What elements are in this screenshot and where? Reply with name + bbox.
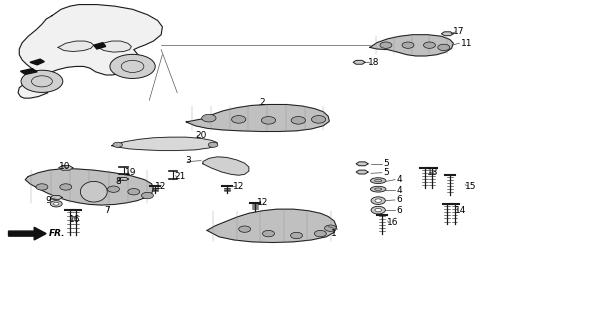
Circle shape <box>113 142 122 147</box>
Circle shape <box>50 201 62 207</box>
Text: 8: 8 <box>116 177 122 186</box>
Text: 6: 6 <box>396 196 402 204</box>
Polygon shape <box>50 196 62 199</box>
Text: 16: 16 <box>69 215 81 224</box>
Polygon shape <box>59 166 73 170</box>
Text: 4: 4 <box>396 186 402 195</box>
Polygon shape <box>8 227 46 240</box>
Polygon shape <box>18 4 162 98</box>
Polygon shape <box>356 162 368 166</box>
Text: 6: 6 <box>396 206 402 215</box>
Circle shape <box>291 232 302 239</box>
Ellipse shape <box>370 178 386 183</box>
Text: 21: 21 <box>174 172 186 181</box>
Polygon shape <box>94 43 106 49</box>
Text: 16: 16 <box>386 218 398 227</box>
Text: 12: 12 <box>233 181 244 190</box>
Polygon shape <box>353 60 365 64</box>
Text: 15: 15 <box>465 181 477 190</box>
Polygon shape <box>441 32 453 36</box>
Text: 3: 3 <box>185 156 190 165</box>
Circle shape <box>60 184 72 190</box>
Circle shape <box>110 54 155 78</box>
Text: 11: 11 <box>461 39 472 48</box>
Text: 18: 18 <box>367 59 379 68</box>
Polygon shape <box>356 170 368 174</box>
Circle shape <box>423 42 435 48</box>
Text: 1: 1 <box>331 229 336 238</box>
Text: 19: 19 <box>125 168 137 177</box>
Text: 7: 7 <box>104 206 110 215</box>
Text: 5: 5 <box>383 168 389 177</box>
Polygon shape <box>207 209 337 243</box>
Circle shape <box>380 42 392 48</box>
Circle shape <box>261 116 276 124</box>
Circle shape <box>232 116 246 123</box>
Circle shape <box>238 226 250 232</box>
Text: 10: 10 <box>59 162 70 171</box>
Polygon shape <box>203 157 249 175</box>
Text: 5: 5 <box>383 159 389 168</box>
Polygon shape <box>111 137 217 150</box>
Polygon shape <box>30 59 44 65</box>
Circle shape <box>314 230 326 237</box>
Circle shape <box>291 116 305 124</box>
Circle shape <box>262 230 274 237</box>
Circle shape <box>438 44 450 51</box>
Circle shape <box>371 197 385 204</box>
Text: 4: 4 <box>396 175 402 184</box>
Circle shape <box>21 70 63 92</box>
Circle shape <box>375 199 382 202</box>
Circle shape <box>36 184 48 190</box>
Circle shape <box>53 202 59 205</box>
Text: 9: 9 <box>46 196 52 205</box>
Circle shape <box>375 208 382 212</box>
Circle shape <box>311 116 326 123</box>
Circle shape <box>208 142 218 147</box>
Polygon shape <box>119 178 128 180</box>
Circle shape <box>128 188 140 195</box>
Circle shape <box>325 225 337 231</box>
Polygon shape <box>98 41 131 52</box>
Text: 12: 12 <box>155 181 167 190</box>
Text: FR.: FR. <box>49 229 65 238</box>
Polygon shape <box>58 41 94 52</box>
Polygon shape <box>25 169 153 205</box>
Circle shape <box>371 206 385 214</box>
Text: 14: 14 <box>455 206 466 215</box>
Text: 17: 17 <box>453 27 465 36</box>
Circle shape <box>402 42 414 48</box>
Circle shape <box>84 185 96 191</box>
Circle shape <box>202 114 216 122</box>
Text: 13: 13 <box>427 168 438 177</box>
Ellipse shape <box>80 181 107 202</box>
Polygon shape <box>20 69 37 74</box>
Circle shape <box>141 192 153 199</box>
Text: 20: 20 <box>196 131 207 140</box>
Text: 2: 2 <box>259 99 265 108</box>
Text: 12: 12 <box>256 198 268 207</box>
Circle shape <box>107 186 119 192</box>
Polygon shape <box>370 35 453 56</box>
Polygon shape <box>186 105 329 132</box>
Ellipse shape <box>370 186 386 192</box>
